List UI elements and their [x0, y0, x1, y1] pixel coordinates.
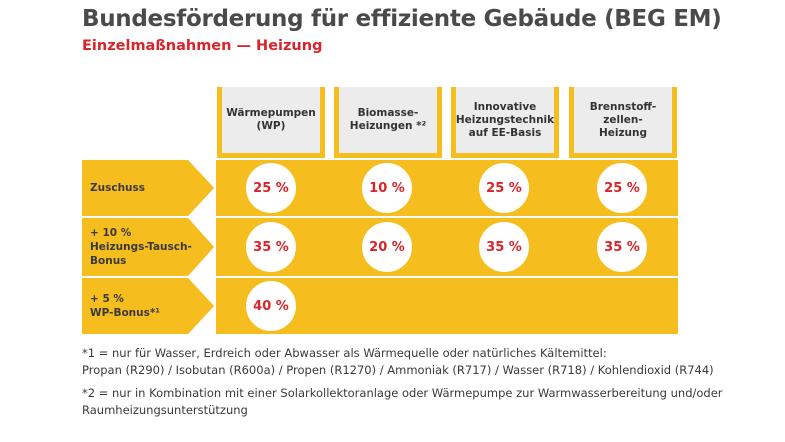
- row-label: Zuschuss: [90, 182, 146, 194]
- value-circle: 40 %: [246, 281, 296, 331]
- row-label-arrow: + 10 % Heizungs-Tausch- Bonus: [82, 218, 214, 276]
- row-label: + 5 %: [90, 293, 124, 305]
- column-header-line: auf EE-Basis: [468, 126, 542, 139]
- column-header-line: Heizung: [598, 126, 648, 139]
- value-circle: 35 %: [597, 222, 647, 272]
- column-header-box: Brennstoff- zellen- Heizung: [574, 87, 672, 153]
- footnote-1: *1 = nur für Wasser, Erdreich oder Abwas…: [82, 345, 772, 379]
- value-circle: 35 %: [246, 222, 296, 272]
- column-header-biomasse: Biomasse- Heizungen *²: [334, 87, 442, 158]
- value-circle: 25 %: [479, 163, 529, 213]
- column-header-box: Wärmepumpen (WP): [222, 87, 320, 153]
- column-header-line: Brennstoff-: [589, 100, 657, 113]
- column-header-line: Heizungen *²: [349, 120, 427, 132]
- column-header-box: Innovative Heizungstechnik auf EE-Basis: [456, 87, 554, 153]
- table-row-tausch-bonus: + 10 % Heizungs-Tausch- Bonus 35 % 20 % …: [82, 218, 678, 276]
- value-circle: 25 %: [246, 163, 296, 213]
- column-header-innovative: Innovative Heizungstechnik auf EE-Basis: [451, 87, 559, 158]
- table-row-wp-bonus: + 5 % WP-Bonus*¹ 40 %: [82, 278, 678, 334]
- row-label-arrow: + 5 % WP-Bonus*¹: [82, 278, 214, 334]
- page-title: Bundesförderung für effiziente Gebäude (…: [82, 6, 722, 32]
- column-header-line: Innovative: [473, 100, 537, 113]
- footnote-line: Raumheizungsunterstützung: [82, 403, 248, 417]
- column-header-box: Biomasse- Heizungen *²: [339, 87, 437, 153]
- value-circle: 25 %: [597, 163, 647, 213]
- column-header-wp: Wärmepumpen (WP): [217, 87, 325, 158]
- row-label: Bonus: [90, 255, 127, 267]
- value-circle: 20 %: [362, 222, 412, 272]
- row-label: + 10 %: [90, 227, 132, 239]
- footnote-2: *2 = nur in Kombination mit einer Solark…: [82, 385, 772, 419]
- footnote-line: *1 = nur für Wasser, Erdreich oder Abwas…: [82, 346, 607, 360]
- column-header-line: zellen-: [603, 113, 643, 126]
- page-subtitle: Einzelmaßnahmen — Heizung: [82, 38, 323, 54]
- column-header-line: Wärmepumpen: [226, 107, 316, 119]
- table-row-zuschuss: Zuschuss 25 % 10 % 25 % 25 %: [82, 160, 678, 216]
- value-circle: 10 %: [362, 163, 412, 213]
- row-label-arrow: Zuschuss: [82, 160, 214, 216]
- value-circle: 35 %: [479, 222, 529, 272]
- footnote-line: *2 = nur in Kombination mit einer Solark…: [82, 386, 723, 400]
- column-header-brennstoffzelle: Brennstoff- zellen- Heizung: [569, 87, 677, 158]
- column-header-line: (WP): [256, 120, 286, 132]
- footnote-line: Propan (R290) / Isobutan (R600a) / Prope…: [82, 363, 714, 377]
- row-label: WP-Bonus*¹: [90, 307, 160, 319]
- row-label: Heizungs-Tausch-: [90, 241, 192, 253]
- column-header-line: Heizungstechnik: [455, 113, 555, 126]
- column-header-line: Biomasse-: [357, 107, 419, 119]
